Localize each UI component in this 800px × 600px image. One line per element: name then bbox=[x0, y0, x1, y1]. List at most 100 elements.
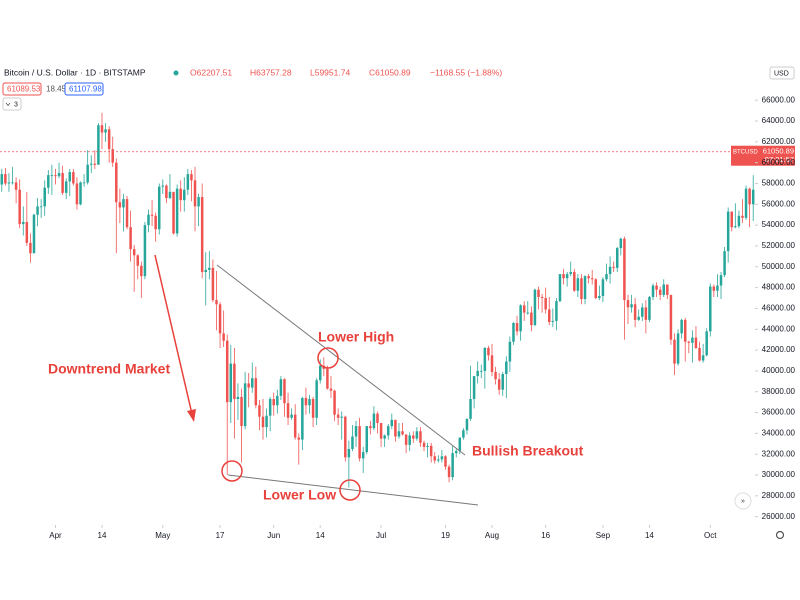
scroll-icon: » bbox=[741, 498, 745, 505]
candle-body bbox=[748, 188, 751, 205]
candle-body bbox=[365, 426, 369, 453]
candle-body bbox=[54, 175, 57, 177]
candle-body bbox=[297, 437, 301, 440]
candle-body bbox=[404, 434, 408, 445]
settings-icon[interactable] bbox=[775, 530, 785, 540]
y-tick-label: 40000.00 bbox=[762, 366, 796, 375]
candle-body bbox=[115, 162, 118, 203]
candle-body bbox=[279, 379, 283, 396]
down-arrow bbox=[154, 254, 193, 415]
candle-body bbox=[483, 347, 487, 371]
y-tick-label: 64000.00 bbox=[762, 116, 796, 125]
candle-body bbox=[208, 267, 211, 270]
candle-body bbox=[587, 276, 590, 279]
x-tick-label: 16 bbox=[541, 531, 550, 540]
scroll-button[interactable] bbox=[734, 492, 752, 510]
candle-body bbox=[175, 188, 179, 234]
ask-box[interactable] bbox=[64, 82, 104, 96]
candle-body bbox=[687, 341, 691, 343]
candle-body bbox=[734, 226, 737, 228]
candle-body bbox=[29, 242, 32, 254]
candle-body bbox=[669, 294, 673, 340]
candle-body bbox=[68, 172, 72, 182]
candle-body bbox=[644, 307, 648, 320]
candle-body bbox=[361, 452, 365, 459]
candle-body bbox=[501, 374, 504, 390]
candle-body bbox=[0, 174, 4, 185]
symbol-label: BTCUSD bbox=[733, 149, 758, 155]
ohlc-low: L59951.74 bbox=[310, 67, 350, 77]
candle-body bbox=[730, 211, 733, 228]
candle-body bbox=[662, 284, 666, 295]
candle-body bbox=[637, 316, 640, 320]
candle-body bbox=[272, 399, 275, 406]
candle-body bbox=[701, 355, 705, 361]
candle-body bbox=[673, 339, 676, 364]
indicators-box[interactable] bbox=[2, 97, 22, 111]
candle-body bbox=[580, 278, 583, 300]
candle-body bbox=[719, 275, 723, 286]
candle-body bbox=[233, 363, 236, 400]
candle-body bbox=[569, 271, 572, 275]
candle-body bbox=[358, 426, 361, 459]
candle-body bbox=[594, 279, 598, 299]
candle-body bbox=[318, 365, 322, 381]
y-tick-label: 36000.00 bbox=[762, 408, 796, 417]
candle-body bbox=[576, 278, 580, 291]
candle-body bbox=[666, 284, 669, 295]
candle-body bbox=[79, 182, 82, 205]
candle-body bbox=[186, 174, 190, 190]
candle-body bbox=[691, 337, 694, 343]
currency-box[interactable] bbox=[769, 66, 795, 80]
candle-body bbox=[218, 304, 222, 334]
candle-body bbox=[89, 163, 93, 165]
candle-body bbox=[229, 363, 233, 403]
candle-body bbox=[57, 173, 61, 177]
ohlc-open: O62207.51 bbox=[190, 67, 232, 77]
candle-body bbox=[172, 191, 175, 234]
candle-body bbox=[168, 191, 172, 199]
candle-body bbox=[394, 419, 397, 437]
candle-body bbox=[132, 249, 136, 256]
x-tick-label: Jun bbox=[267, 531, 280, 540]
y-tick-label: 30000.00 bbox=[762, 470, 796, 479]
candle-body bbox=[64, 181, 68, 193]
x-tick-label: Apr bbox=[49, 531, 62, 540]
y-tick-label: 56000.00 bbox=[762, 199, 796, 208]
candle-body bbox=[415, 431, 419, 439]
y-tick-label: 38000.00 bbox=[762, 387, 796, 396]
candle-body bbox=[36, 206, 39, 215]
candle-body bbox=[437, 459, 440, 461]
candle-body bbox=[623, 238, 626, 301]
candle-body bbox=[480, 370, 483, 372]
candle-body bbox=[551, 320, 555, 322]
x-tick-label: 19 bbox=[441, 531, 450, 540]
candle-body bbox=[548, 309, 551, 322]
candle-body bbox=[648, 296, 651, 320]
candle-body bbox=[390, 419, 394, 427]
candle-body bbox=[268, 399, 272, 416]
candle-body bbox=[683, 319, 687, 342]
countdown-label: 07:21:57 bbox=[765, 155, 794, 164]
bid-box[interactable] bbox=[2, 82, 42, 96]
status-dot bbox=[173, 70, 179, 76]
candle-body bbox=[111, 149, 114, 163]
x-tick-label: 17 bbox=[216, 531, 225, 540]
candle-body bbox=[372, 413, 376, 429]
candle-body bbox=[558, 274, 562, 302]
candle-body bbox=[397, 431, 401, 437]
candle-body bbox=[386, 426, 390, 436]
candle-body bbox=[118, 202, 122, 208]
candle-body bbox=[519, 305, 522, 332]
candle-body bbox=[32, 214, 36, 254]
y-tick-label: 34000.00 bbox=[762, 428, 796, 437]
candle-body bbox=[429, 445, 433, 457]
candle-body bbox=[737, 215, 741, 227]
candle-body bbox=[351, 436, 354, 449]
high-circle bbox=[317, 347, 339, 369]
candle-body bbox=[7, 182, 11, 184]
last-price-label: 61050.89 bbox=[763, 147, 794, 156]
candle-body bbox=[93, 163, 97, 165]
candle-body bbox=[522, 305, 526, 313]
candle-body bbox=[347, 448, 351, 458]
